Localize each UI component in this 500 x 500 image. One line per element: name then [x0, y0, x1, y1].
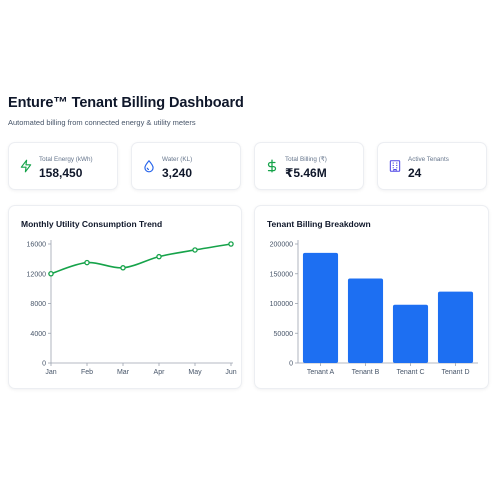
dollar-sign-icon — [267, 159, 277, 173]
billing-breakdown-title: Tenant Billing Breakdown — [267, 219, 371, 229]
x-tick-label: Mar — [117, 369, 130, 376]
y-tick-label: 8000 — [30, 301, 46, 308]
y-tick-label: 100000 — [270, 301, 293, 308]
x-tick-label: Apr — [154, 369, 166, 376]
x-tick-label: Feb — [81, 369, 93, 376]
stat-label: Total Energy (kWh) — [39, 156, 93, 163]
y-tick-label: 4000 — [30, 331, 46, 338]
y-tick-label: 50000 — [274, 331, 294, 338]
building-icon — [389, 160, 401, 172]
y-tick-label: 150000 — [270, 271, 293, 278]
y-tick-label: 16000 — [27, 242, 47, 249]
data-point — [48, 271, 54, 277]
bar — [392, 304, 429, 363]
x-tick-label: Jun — [225, 369, 236, 376]
y-tick-label: 0 — [289, 361, 293, 368]
data-point — [120, 265, 126, 271]
bar — [437, 291, 474, 363]
x-tick-label: Tenant C — [396, 369, 424, 376]
consumption-trend-title: Monthly Utility Consumption Trend — [21, 219, 163, 229]
y-tick-label: 0 — [42, 361, 46, 368]
x-tick-label: Tenant B — [352, 369, 380, 376]
bar — [302, 252, 339, 363]
x-tick-label: Tenant D — [441, 369, 469, 376]
series-line — [50, 243, 232, 275]
page-subtitle: Automated billing from connected energy … — [8, 118, 196, 127]
data-point — [192, 247, 198, 253]
x-tick-label: Tenant A — [307, 369, 335, 376]
stat-card-total-energy: Total Energy (kWh) 158,450 — [8, 142, 118, 190]
bar — [347, 278, 384, 363]
water-drop-icon — [144, 160, 154, 173]
stat-label: Total Billing (₹) — [285, 156, 327, 163]
stat-value: 24 — [408, 166, 422, 180]
consumption-trend-chart: 0 4000 8000 12000 16000 Jan Feb Mar Apr May Jun — [27, 240, 237, 376]
stat-label: Water (KL) — [162, 156, 193, 163]
y-tick-label: 200000 — [270, 242, 293, 249]
billing-breakdown-panel: Tenant Billing Breakdown 0 50000 100000 150… — [254, 205, 489, 389]
data-point — [84, 259, 90, 266]
consumption-trend-panel: Monthly Utility Consumption Trend 0 4000 8… — [8, 205, 242, 389]
y-tick-label: 12000 — [27, 271, 47, 278]
lightning-bolt-icon — [20, 159, 32, 173]
page-title: Enture™ Tenant Billing Dashboard — [8, 95, 244, 111]
stat-value: 158,450 — [39, 166, 83, 180]
stat-value: ₹5.46M — [285, 166, 327, 180]
data-point — [156, 253, 162, 260]
stat-value: 3,240 — [162, 166, 193, 180]
data-point — [228, 241, 234, 247]
stat-card-total-billing: Total Billing (₹) ₹5.46M — [254, 142, 364, 190]
x-tick-label: Jan — [45, 369, 56, 376]
stat-card-water: Water (KL) 3,240 — [131, 142, 241, 190]
stat-card-active-tenants: Active Tenants 24 — [377, 142, 487, 190]
x-tick-label: May — [188, 369, 202, 376]
billing-breakdown-chart: 0 50000 100000 150000 200000 Tenant A Tenant B… — [270, 240, 478, 376]
stat-label: Active Tenants — [408, 156, 449, 163]
